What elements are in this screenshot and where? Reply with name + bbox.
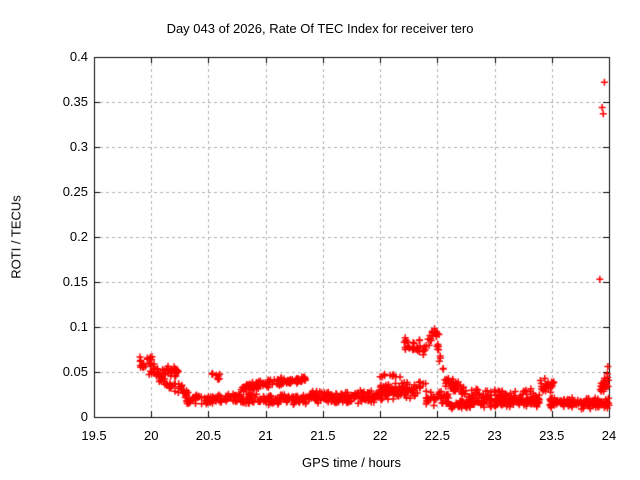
y-tick-label: 0.2	[69, 229, 88, 244]
y-tick-label: 0.25	[62, 184, 88, 199]
x-tick-label: 20	[143, 428, 159, 443]
x-tick-label: 22	[372, 428, 388, 443]
x-tick-label: 22.5	[424, 428, 450, 443]
x-tick-label: 20.5	[195, 428, 222, 443]
x-tick-label: 23	[487, 428, 502, 443]
y-tick-label: 0.4	[69, 49, 88, 64]
y-tick-label: 0.3	[69, 139, 88, 154]
y-tick-label: 0.15	[62, 274, 88, 289]
x-tick-label: 21	[258, 428, 273, 443]
x-axis-label: GPS time / hours	[302, 455, 401, 470]
x-tick-label: 24	[601, 428, 617, 443]
y-tick-label: 0.05	[62, 364, 88, 379]
y-tick-label: 0.1	[69, 319, 88, 334]
y-tick-label: 0.35	[62, 94, 88, 109]
x-tick-label: 23.5	[539, 428, 565, 443]
chart-title: Day 043 of 2026, Rate Of TEC Index for r…	[166, 21, 474, 36]
x-tick-label: 21.5	[310, 428, 336, 443]
x-tick-label: 19.5	[81, 428, 107, 443]
y-tick-label: 0	[80, 409, 88, 424]
